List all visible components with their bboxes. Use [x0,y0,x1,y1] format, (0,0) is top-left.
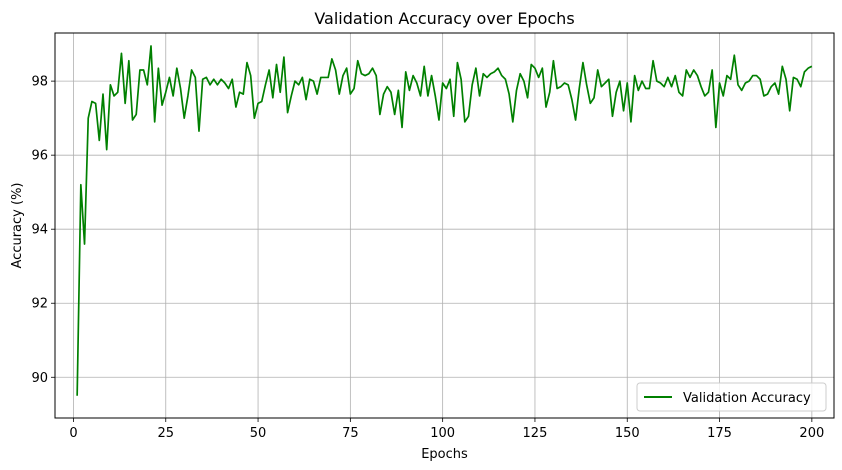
grid [55,33,834,418]
x-tick-label: 175 [707,426,732,441]
x-tick-label: 150 [615,426,640,441]
x-tick-label: 125 [523,426,548,441]
y-tick-label: 98 [31,75,48,90]
series-layer [76,45,813,396]
legend: Validation Accuracy [636,382,827,412]
x-tick-label: 0 [69,426,77,441]
x-tick-label: 50 [250,426,267,441]
y-axis-label: Accuracy (%) [10,183,25,269]
series-line-validation-accuracy [76,45,813,396]
y-tick-label: 92 [31,297,48,312]
ticks: 0 25 50 75 100 125 150 175 200 90 92 94 96 98 [31,75,824,441]
axes-frame [54,32,835,419]
x-tick-label: 25 [157,426,174,441]
legend-box [636,382,827,412]
chart-title: Validation Accuracy over Epochs [314,9,574,28]
x-tick-label: 75 [342,426,359,441]
x-tick-label: 200 [799,426,824,441]
legend-label: Validation Accuracy [683,391,811,406]
y-tick-label: 94 [31,223,48,238]
x-tick-label: 100 [430,426,455,441]
y-tick-label: 96 [31,149,48,164]
y-tick-label: 90 [31,371,48,386]
x-axis-label: Epochs [421,447,468,462]
